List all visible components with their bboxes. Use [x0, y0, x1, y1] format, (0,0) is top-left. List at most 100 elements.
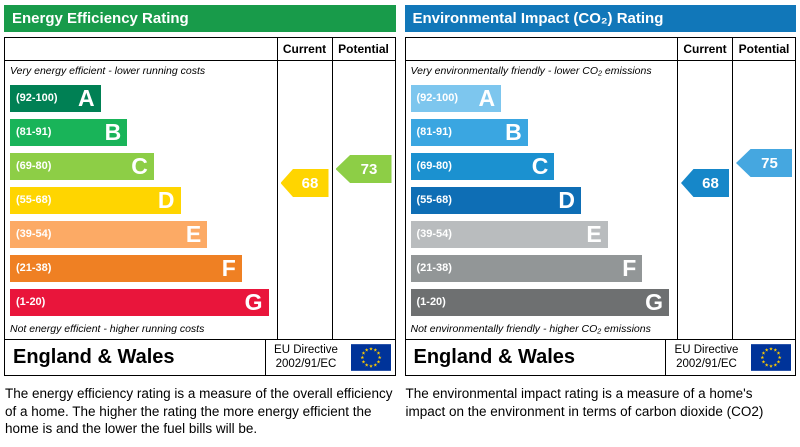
band-bar-e: (39-54) E	[410, 220, 608, 248]
bands-column: Very environmentally friendly - lower CO…	[406, 61, 678, 339]
band-letter: F	[622, 254, 637, 281]
band-letter: G	[244, 288, 263, 315]
band-bar-f: (21-38) F	[410, 254, 643, 282]
eu-directive-line2: 2002/91/EC	[676, 357, 737, 370]
epc-charts: Energy Efficiency Rating Current Potenti…	[4, 5, 796, 438]
band-row: (92-100) A	[406, 81, 678, 115]
band-bar-b: (81-91) B	[10, 118, 128, 146]
current-column: 68	[276, 61, 332, 339]
eu-flag-icon	[347, 340, 395, 375]
band-bar-c: (69-80) C	[410, 152, 555, 180]
current-rating-arrow: 68	[681, 169, 729, 197]
potential-column-header: Potential	[732, 38, 795, 60]
band-letter: C	[131, 152, 148, 179]
current-column-header: Current	[276, 38, 332, 60]
band-bar-d: (55-68) D	[410, 186, 582, 214]
co2-panel-description: The environmental impact rating is a mea…	[405, 386, 764, 419]
potential-column: 75	[732, 61, 795, 339]
band-row: (55-68) D	[5, 183, 277, 217]
co2-chart-body: Very environmentally friendly - lower CO…	[406, 61, 796, 339]
band-range-label: (69-80)	[416, 160, 452, 172]
band-range-label: (21-38)	[416, 262, 452, 274]
band-letter: F	[221, 254, 236, 281]
band-bar-g: (1-20) G	[410, 288, 669, 316]
band-row: (92-100) A	[5, 81, 277, 115]
band-bar-f: (21-38) F	[10, 254, 242, 282]
chart-footer: England & Wales EU Directive 2002/91/EC	[5, 339, 395, 375]
band-letter: E	[185, 220, 202, 247]
band-letter: D	[157, 186, 175, 213]
band-row: (1-20) G	[5, 285, 277, 319]
bands-column: Very energy efficient - lower running co…	[5, 61, 277, 339]
band-letter: B	[505, 118, 522, 145]
band-range-label: (92-100)	[16, 92, 58, 104]
band-row: (69-80) C	[5, 149, 277, 183]
current-column-header: Current	[677, 38, 732, 60]
band-bar-g: (1-20) G	[10, 288, 269, 316]
band-bar-d: (55-68) D	[10, 186, 181, 214]
band-letter: C	[531, 152, 549, 179]
band-bar-c: (69-80) C	[10, 152, 154, 180]
band-row: (81-91) B	[5, 115, 277, 149]
band-bar-b: (81-91) B	[410, 118, 528, 146]
column-header-spacer	[406, 38, 678, 60]
band-range-label: (92-100)	[416, 92, 459, 104]
potential-rating-arrow: 73	[335, 155, 392, 183]
band-range-label: (55-68)	[16, 194, 52, 206]
environmental-impact-panel: Environmental Impact (CO₂) Rating Curren…	[404, 5, 796, 438]
band-range-label: (21-38)	[16, 262, 52, 274]
current-rating-arrow: 68	[280, 169, 329, 197]
bottom-caption: Not environmentally friendly - higher CO…	[410, 323, 651, 335]
co2-panel-title: Environmental Impact (CO₂) Rating	[404, 5, 796, 32]
potential-column-header: Potential	[331, 38, 395, 60]
co2-chart-box: Current Potential Very environmentally f…	[404, 37, 796, 376]
column-headers: Current Potential	[405, 38, 795, 61]
band-bar-e: (39-54) E	[10, 220, 208, 248]
column-header-spacer	[5, 38, 277, 60]
band-row: (55-68) D	[406, 183, 678, 217]
energy-panel-title: Energy Efficiency Rating	[4, 5, 396, 32]
region-label: England & Wales	[13, 346, 175, 368]
potential-column: 73	[331, 61, 395, 339]
potential-rating-arrow: 75	[736, 149, 792, 177]
band-range-label: (81-91)	[16, 126, 52, 138]
band-range-label: (69-80)	[16, 160, 52, 172]
eu-directive-line1: EU Directive	[674, 344, 739, 357]
band-letter: G	[645, 288, 663, 315]
eu-directive-label: EU Directive 2002/91/EC	[665, 340, 747, 375]
eu-directive-line2: 2002/91/EC	[275, 357, 337, 370]
band-letter: E	[586, 220, 602, 247]
bottom-caption: Not energy efficient - higher running co…	[10, 323, 205, 335]
band-range-label: (1-20)	[416, 296, 446, 308]
energy-panel-description: The energy efficiency rating is a measur…	[5, 386, 393, 437]
band-bar-a: (92-100) A	[410, 84, 502, 112]
top-caption: Very environmentally friendly - lower CO…	[410, 65, 652, 77]
top-caption: Very energy efficient - lower running co…	[10, 65, 206, 77]
band-letter: B	[104, 118, 122, 145]
band-range-label: (1-20)	[16, 296, 46, 308]
band-letter: A	[478, 84, 496, 111]
band-letter: D	[558, 186, 576, 213]
column-headers: Current Potential	[5, 38, 395, 61]
current-column: 68	[677, 61, 732, 339]
band-row: (39-54) E	[5, 217, 277, 251]
eu-directive-line1: EU Directive	[274, 344, 338, 357]
band-bar-a: (92-100) A	[10, 84, 101, 112]
chart-footer: England & Wales EU Directive 2002/91/EC	[405, 339, 795, 375]
energy-chart-body: Very energy efficient - lower running co…	[5, 61, 395, 339]
band-row: (81-91) B	[406, 115, 678, 149]
eu-flag-icon	[747, 340, 795, 375]
band-letter: A	[77, 84, 95, 111]
band-row: (21-38) F	[406, 251, 678, 285]
band-row: (1-20) G	[406, 285, 678, 319]
energy-efficiency-panel: Energy Efficiency Rating Current Potenti…	[4, 5, 396, 438]
energy-chart-box: Current Potential Very energy efficient …	[4, 37, 396, 376]
band-range-label: (81-91)	[416, 126, 452, 138]
band-row: (21-38) F	[5, 251, 277, 285]
band-range-label: (39-54)	[416, 228, 452, 240]
band-range-label: (55-68)	[416, 194, 452, 206]
band-row: (39-54) E	[406, 217, 678, 251]
eu-directive-label: EU Directive 2002/91/EC	[264, 340, 347, 375]
band-row: (69-80) C	[406, 149, 678, 183]
region-label: England & Wales	[413, 346, 576, 368]
